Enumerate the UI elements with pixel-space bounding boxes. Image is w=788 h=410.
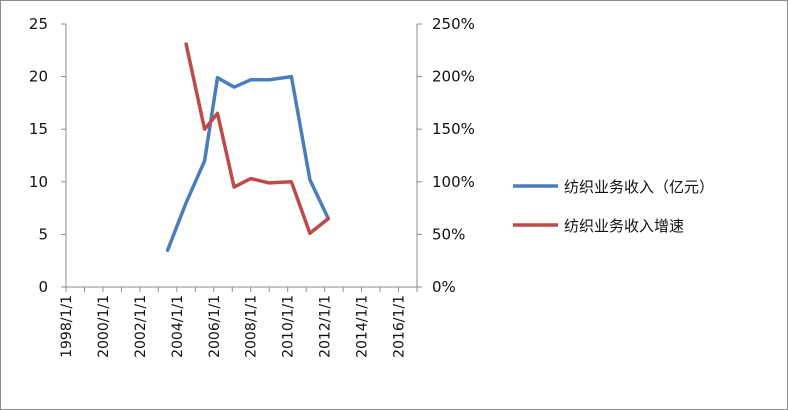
series-line-1 <box>165 74 331 252</box>
y-tick-label-left: 0 <box>38 278 48 296</box>
x-tick-label: 1998/1/1 <box>59 295 75 358</box>
legend-label-1: 纺织业务收入（亿元） <box>564 178 714 196</box>
x-tick-label: 2012/1/1 <box>318 295 334 358</box>
x-tick-label: 2010/1/1 <box>281 295 297 358</box>
y-tick-label-left: 5 <box>38 225 48 243</box>
series-group <box>165 42 331 252</box>
y-tick-label-left: 20 <box>29 68 48 86</box>
legend: 纺织业务收入（亿元） 纺织业务收入增速 <box>513 178 714 235</box>
series-line-2 <box>184 42 331 236</box>
legend-label-2: 纺织业务收入增速 <box>564 217 684 235</box>
y-tick-label-right: 100% <box>432 173 475 191</box>
y-tick-label-right: 0% <box>432 278 456 296</box>
x-tick-label: 2000/1/1 <box>96 295 112 358</box>
x-tick-label: 2006/1/1 <box>207 295 223 358</box>
y-tick-label-right: 250% <box>432 15 475 33</box>
y-tick-label-right: 150% <box>432 120 475 138</box>
x-tick-label: 2014/1/1 <box>355 295 371 358</box>
x-tick-label: 2016/1/1 <box>392 295 408 358</box>
y-tick-label-left: 25 <box>29 15 48 33</box>
y-tick-label-left: 10 <box>29 173 48 191</box>
y-tick-label-right: 200% <box>432 68 475 86</box>
x-tick-label: 2008/1/1 <box>244 295 260 358</box>
x-tick-label: 2002/1/1 <box>133 295 149 358</box>
x-tick-label: 2004/1/1 <box>170 295 186 358</box>
y-tick-label-right: 50% <box>432 225 465 243</box>
y-tick-label-left: 15 <box>29 120 48 138</box>
